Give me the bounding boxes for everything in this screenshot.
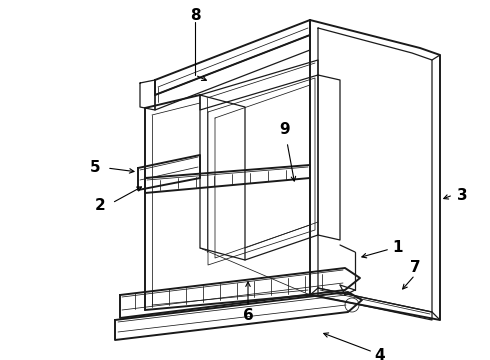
Text: 6: 6 xyxy=(243,307,253,323)
Text: 2: 2 xyxy=(95,198,105,212)
Text: 3: 3 xyxy=(457,188,467,202)
Text: 1: 1 xyxy=(393,240,403,256)
Text: 7: 7 xyxy=(410,261,420,275)
Text: 5: 5 xyxy=(90,161,100,175)
Text: 9: 9 xyxy=(280,122,290,138)
Text: 8: 8 xyxy=(190,8,200,22)
Text: 4: 4 xyxy=(375,347,385,360)
